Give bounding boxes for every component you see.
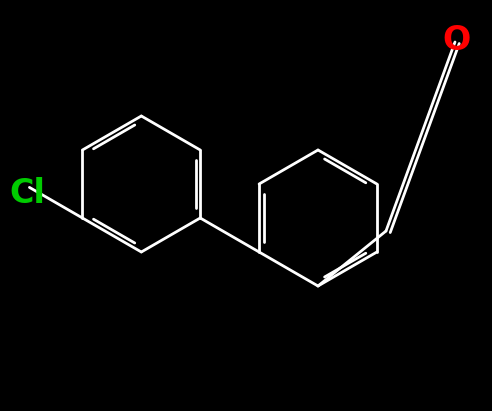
Text: O: O: [443, 23, 471, 56]
Text: Cl: Cl: [9, 177, 45, 210]
